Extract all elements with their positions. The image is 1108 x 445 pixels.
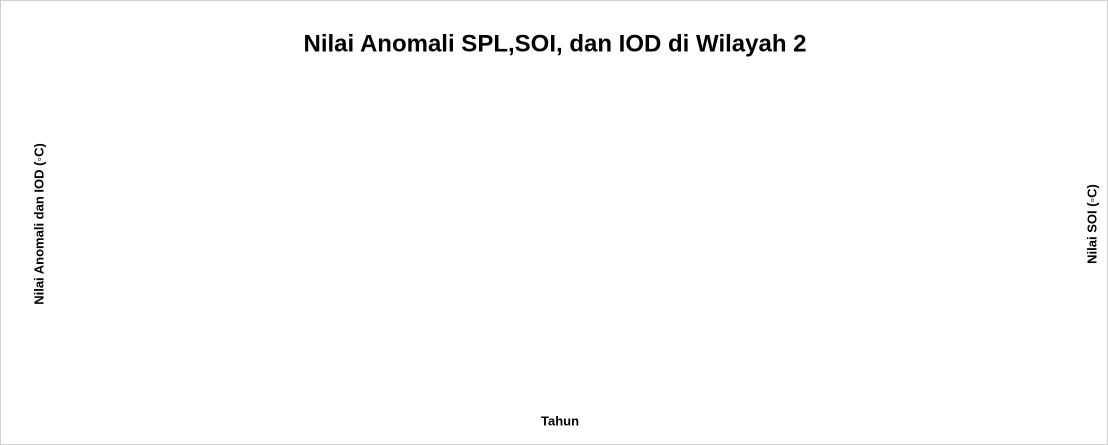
y2-axis-title: Nilai SOI (◦C) — [1084, 184, 1099, 264]
chart-title: Nilai Anomali SPL,SOI, dan IOD di Wilaya… — [304, 30, 807, 57]
x-axis-title: Tahun — [541, 413, 579, 428]
y-axis-title: Nilai Anomali dan IOD (◦C) — [31, 143, 46, 305]
